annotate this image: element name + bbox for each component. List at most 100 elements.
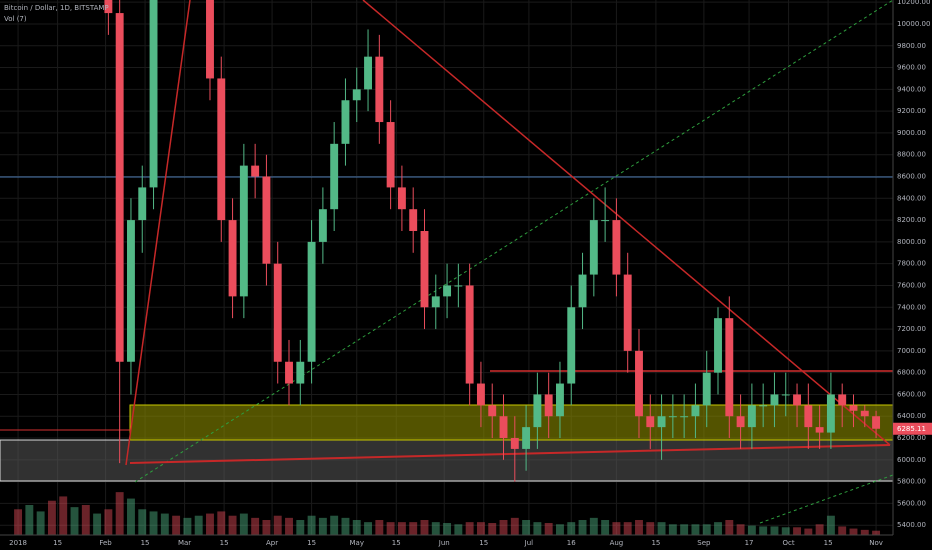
volume-bar: [194, 515, 203, 535]
y-tick-label: 6400.00: [897, 412, 926, 420]
volume-bar: [409, 522, 418, 535]
x-tick-label: Feb: [99, 539, 112, 547]
volume-bar: [826, 515, 835, 535]
volume-bar: [567, 522, 576, 535]
candle-body: [668, 416, 677, 418]
volume-bar: [849, 528, 858, 535]
candle-body: [533, 394, 542, 428]
x-tick-label: 15: [220, 539, 229, 547]
candles: [104, 0, 881, 482]
volume-bar: [431, 522, 440, 535]
x-tick-label: Apr: [266, 539, 278, 547]
volume-bar: [386, 522, 395, 535]
volume-bar: [668, 524, 677, 535]
candle-body: [206, 0, 214, 79]
y-tick-label: 9600.00: [897, 64, 926, 72]
volume-bar: [160, 513, 169, 535]
y-tick-label: 7600.00: [897, 281, 926, 289]
candle-body: [522, 427, 531, 449]
range-box: [0, 439, 893, 482]
candle-body: [646, 416, 655, 428]
y-tick-label: 8800.00: [897, 151, 926, 159]
x-tick-label: 16: [567, 539, 576, 547]
volume-bar: [793, 527, 801, 535]
volume-bar: [488, 523, 497, 535]
candle-body: [635, 350, 643, 417]
volume-bar: [172, 515, 181, 535]
volume-bar: [725, 520, 734, 535]
candle-body: [454, 285, 463, 287]
candle-body: [364, 56, 372, 90]
candle-body: [804, 405, 813, 428]
y-tick-label: 6200.00: [897, 434, 926, 442]
volume-bar: [273, 515, 282, 535]
x-tick-label: 15: [824, 539, 833, 547]
volume-bar: [781, 527, 790, 535]
y-tick-label: 7000.00: [897, 347, 926, 355]
candle-body: [138, 187, 147, 221]
candle-body: [420, 230, 429, 308]
volume-bar: [860, 529, 869, 535]
volume-bar: [680, 524, 689, 535]
volume-bar: [589, 517, 598, 535]
volume-bar: [262, 520, 271, 535]
candle-body: [375, 56, 384, 123]
candle-body: [725, 318, 734, 417]
candle-body: [431, 296, 440, 308]
volume-bar: [702, 524, 711, 535]
x-tick-label: May: [350, 539, 364, 547]
volume-pane: [14, 492, 881, 535]
volume-bar: [815, 524, 824, 535]
candle-body: [680, 416, 689, 418]
candle-body: [544, 394, 553, 417]
volume-label: Vol (7): [4, 15, 27, 23]
y-tick-label: 9000.00: [897, 129, 926, 137]
volume-bar: [217, 511, 226, 535]
x-tick-label: 15: [392, 539, 401, 547]
x-tick-label: Jun: [438, 539, 450, 547]
candle-body: [589, 220, 598, 275]
volume-bar: [70, 507, 79, 535]
y-tick-label: 6800.00: [897, 369, 926, 377]
drawings: [0, 0, 893, 535]
x-tick-label: Mar: [178, 539, 191, 547]
volume-bar: [375, 520, 384, 535]
volume-bar: [81, 505, 90, 535]
volume-bar: [533, 522, 542, 535]
volume-bar: [285, 517, 293, 535]
candle-body: [872, 416, 881, 429]
volume-bar: [657, 522, 666, 535]
last-price-tag: [893, 422, 932, 435]
candle-body: [623, 274, 632, 351]
y-tick-label: 8000.00: [897, 238, 926, 246]
candle-body: [251, 165, 260, 177]
volume-bar: [465, 522, 474, 535]
candle-body: [838, 394, 847, 406]
volume-bar: [759, 526, 768, 535]
candle-body: [341, 100, 350, 144]
candle-body: [578, 274, 587, 308]
y-tick-label: 6000.00: [897, 456, 926, 464]
volume-bar: [330, 515, 339, 535]
y-tick-label: 9800.00: [897, 42, 926, 50]
candle-body: [397, 187, 406, 210]
volume-bar: [138, 509, 147, 535]
candle-body: [443, 285, 452, 297]
candle-body: [262, 176, 271, 264]
trend-line: [125, 0, 191, 466]
candle-body: [217, 78, 226, 221]
candle-body: [601, 220, 610, 222]
candle-body: [702, 372, 711, 406]
x-tick-label: Sep: [697, 539, 711, 547]
x-tick-label: 15: [651, 539, 660, 547]
volume-bar: [104, 509, 113, 535]
volume-bar: [601, 520, 610, 535]
volume-bar: [612, 522, 621, 535]
x-tick-label: 15: [307, 539, 316, 547]
candle-body: [127, 220, 135, 362]
y-tick-label: 7400.00: [897, 303, 926, 311]
volume-bar: [872, 530, 881, 535]
candle-body: [273, 263, 282, 362]
volume-bar: [206, 513, 214, 535]
